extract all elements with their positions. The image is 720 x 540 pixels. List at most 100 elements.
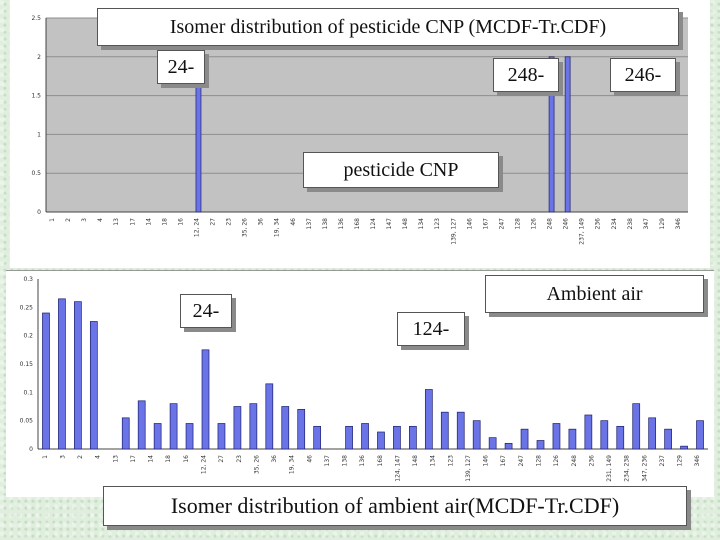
x-tick-label: 237: [659, 455, 666, 467]
x-tick-label: 238: [627, 218, 634, 230]
bar: [393, 425, 401, 450]
bar: [361, 423, 369, 450]
bar: [265, 383, 274, 450]
x-tick-label: 123: [447, 455, 454, 467]
x-tick-label: 138: [342, 455, 349, 467]
x-tick-label: 346: [694, 455, 701, 467]
x-tick-label: 129: [677, 455, 684, 467]
bar: [313, 425, 322, 450]
bar: [58, 298, 66, 450]
x-tick-label: 138: [322, 218, 329, 230]
bar: [185, 423, 194, 450]
x-tick-label: 248: [547, 218, 554, 230]
bar: [472, 420, 481, 450]
bar: [297, 408, 306, 450]
y-tick-label: 0.1: [23, 389, 33, 396]
x-tick-label: 147: [386, 218, 393, 230]
chart-title-cnp: Isomer distribution of pesticide CNP (MC…: [97, 8, 679, 46]
x-tick-label: 167: [482, 218, 489, 230]
x-tick-label: 137: [324, 455, 331, 467]
x-tick-label: 4: [95, 455, 102, 459]
y-tick-label: 0.3: [23, 276, 33, 283]
annotation-124: 124-: [397, 312, 465, 346]
bar: [137, 400, 146, 450]
x-tick-label: 14: [145, 218, 152, 226]
x-tick-label: 146: [483, 455, 490, 467]
y-tick-label: 2: [37, 54, 41, 61]
x-tick-label: 236: [595, 218, 602, 230]
x-tick-label: 247: [518, 455, 525, 467]
bar: [504, 442, 513, 450]
bar: [664, 428, 672, 450]
x-tick-label: 35, 26: [242, 218, 249, 237]
y-tick-label: 0: [29, 446, 33, 453]
x-tick-label: 128: [536, 455, 543, 467]
bar: [548, 56, 555, 213]
x-tick-label: 167: [500, 455, 507, 467]
x-tick-label: 16: [183, 455, 190, 463]
bar: [552, 423, 561, 450]
x-tick-label: 231, 149: [606, 455, 613, 482]
x-tick-label: 17: [130, 455, 137, 463]
bar: [680, 445, 688, 450]
x-tick-label: 146: [466, 218, 473, 230]
x-tick-label: 346: [675, 218, 682, 230]
y-tick-label: 0.05: [20, 418, 34, 425]
y-tick-label: 1: [37, 131, 41, 138]
annotation-248: 248-: [493, 58, 559, 92]
x-tick-label: 18: [161, 218, 168, 226]
x-tick-label: 246: [563, 218, 570, 230]
bar: [169, 403, 178, 450]
x-tick-label: 46: [306, 455, 313, 463]
chart-ambient-air-svg: 00.050.10.150.20.250.31 3 2 4 13 17 14 18 16 12, …: [20, 276, 708, 482]
x-tick-label: 134: [430, 455, 437, 467]
x-tick-label: 128: [514, 218, 521, 230]
x-tick-label: 19, 34: [289, 455, 296, 474]
x-tick-label: 247: [498, 218, 505, 230]
x-tick-label: 139, 127: [450, 218, 457, 245]
x-tick-label: 17: [129, 218, 136, 226]
x-tick-label: 23: [236, 455, 243, 463]
x-tick-label: 234, 238: [624, 455, 631, 482]
bar: [249, 403, 258, 450]
x-tick-label: 13: [113, 218, 120, 226]
x-tick-label: 123: [434, 218, 441, 230]
bar: [409, 425, 417, 450]
x-tick-label: 248: [571, 455, 578, 467]
x-tick-label: 3: [59, 455, 66, 459]
annotation-pesticide-cnp: pesticide CNP: [303, 152, 499, 188]
x-tick-label: 1: [42, 455, 49, 459]
bar: [600, 420, 609, 450]
x-tick-label: 23: [226, 218, 233, 226]
bar: [456, 411, 465, 450]
bar: [520, 428, 529, 450]
x-tick-label: 3: [81, 218, 88, 222]
x-tick-label: 126: [531, 218, 538, 230]
x-tick-label: 237, 149: [579, 218, 586, 245]
x-tick-label: 148: [402, 218, 409, 230]
x-tick-label: 136: [338, 218, 345, 230]
y-tick-label: 0.15: [20, 361, 34, 368]
x-tick-label: 1: [49, 218, 56, 222]
x-tick-label: 18: [165, 455, 172, 463]
x-tick-label: 129: [659, 218, 666, 230]
x-tick-label: 27: [218, 455, 225, 463]
bar: [440, 411, 449, 450]
x-tick-label: 13: [112, 455, 119, 463]
x-tick-label: 2: [65, 218, 72, 222]
x-tick-label: 139, 127: [465, 455, 472, 482]
x-tick-label: 347, 236: [641, 455, 648, 482]
bar: [233, 406, 242, 450]
annotation-24-cnp: 24-: [157, 50, 205, 84]
y-tick-label: 1.5: [31, 93, 41, 100]
x-tick-label: 4: [97, 218, 104, 222]
y-tick-label: 0.2: [23, 333, 33, 340]
x-tick-label: 36: [258, 218, 265, 226]
bar: [584, 414, 593, 450]
bar: [89, 321, 98, 450]
bar: [121, 417, 130, 450]
x-tick-label: 14: [148, 455, 155, 463]
bar: [488, 437, 497, 450]
x-tick-label: 2: [77, 455, 84, 459]
bar: [74, 301, 82, 450]
